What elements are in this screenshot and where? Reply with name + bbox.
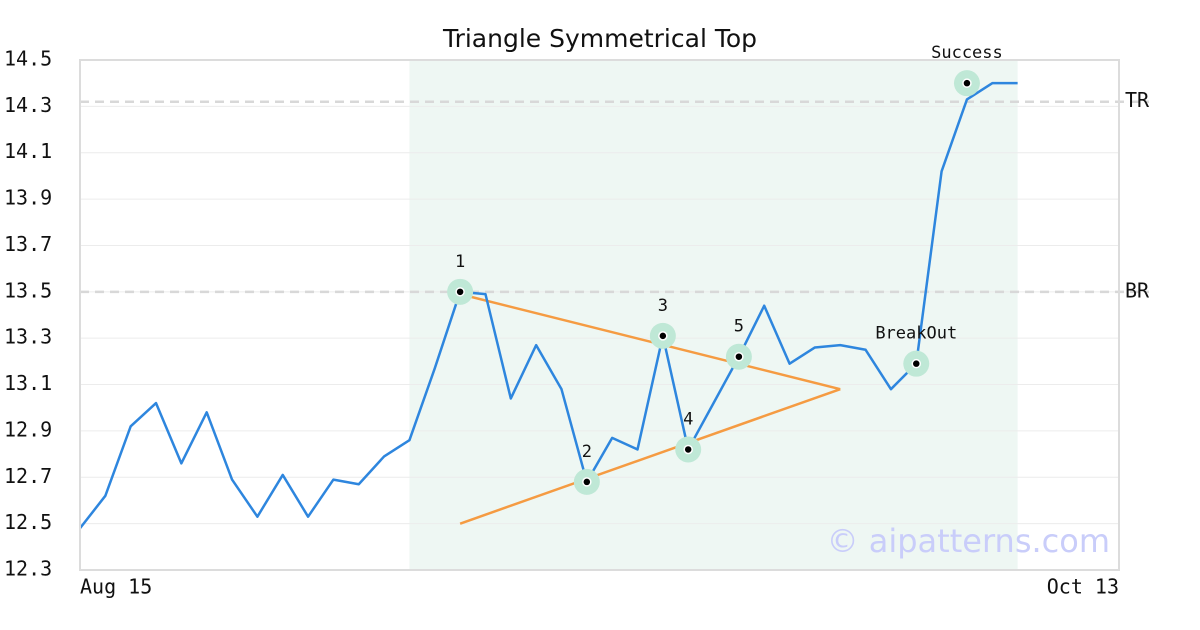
pattern-label: 3 (658, 296, 668, 316)
pattern-point (582, 477, 592, 487)
chart-title: Triangle Symmetrical Top (442, 24, 757, 53)
x-tick-label: Aug 15 (80, 575, 152, 599)
y-tick-label: 13.3 (4, 325, 52, 349)
pattern-label: 4 (683, 409, 693, 429)
y-tick-label: 14.1 (4, 139, 52, 163)
y-tick-label: 14.3 (4, 93, 52, 117)
pattern-label: BreakOut (875, 324, 957, 344)
trendline (459, 292, 841, 391)
y-tick-label: 14.5 (4, 47, 52, 71)
reference-label: TR (1125, 88, 1150, 112)
plot-border (79, 59, 1120, 571)
y-tick-label: 13.1 (4, 371, 52, 395)
pattern-point (962, 78, 972, 88)
pattern-point (658, 331, 668, 341)
y-tick-label: 13.7 (4, 232, 52, 256)
pattern-label: Success (931, 43, 1003, 63)
reference-label: BR (1125, 278, 1150, 302)
pattern-label: 5 (734, 317, 744, 337)
y-tick-label: 12.9 (4, 417, 52, 441)
y-tick-label: 12.7 (4, 464, 52, 488)
y-tick-label: 13.5 (4, 278, 52, 302)
y-tick-label: 12.5 (4, 510, 52, 534)
y-tick-label: 13.9 (4, 186, 52, 210)
pattern-point (911, 358, 922, 369)
pattern-point (734, 351, 744, 362)
y-tick-label: 12.3 (4, 557, 52, 581)
watermark: © aipatterns.com (827, 522, 1110, 560)
x-tick-label: Oct 13 (1047, 575, 1119, 599)
trendline (459, 388, 841, 525)
pattern-label: 1 (455, 252, 465, 272)
price-line (79, 81, 1018, 530)
pattern-point (683, 444, 693, 455)
pattern-span (409, 60, 1018, 570)
pattern-point (455, 287, 465, 297)
pattern-label: 2 (582, 442, 592, 462)
